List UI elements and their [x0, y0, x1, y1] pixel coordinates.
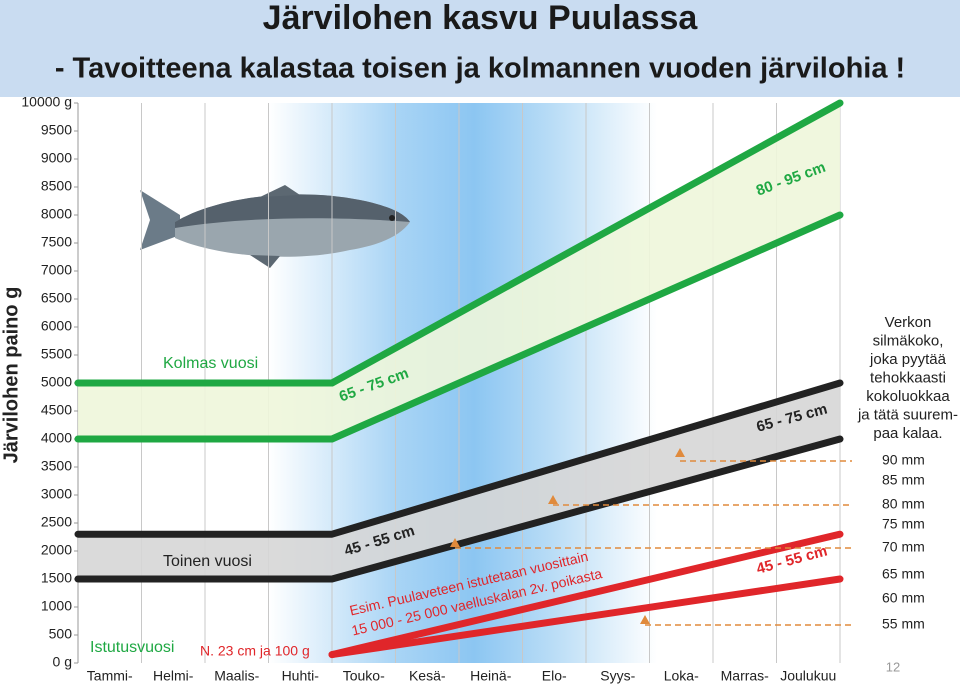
- y-tick-label: 3500: [41, 458, 72, 474]
- y-tick-label: 1000: [41, 598, 72, 614]
- page-number: 12: [886, 659, 900, 674]
- note-line: tehokkaasti: [870, 369, 946, 386]
- fish: [140, 185, 410, 268]
- annotation: N. 23 cm ja 100 g: [200, 643, 310, 659]
- mesh-size: 80 mm: [882, 496, 925, 512]
- x-tick-label: Kesä-: [409, 668, 446, 684]
- mesh-size: 65 mm: [882, 566, 925, 582]
- y-tick-label: 4500: [41, 402, 72, 418]
- mesh-size: 70 mm: [882, 539, 925, 555]
- x-tick-label: Heinä-: [470, 668, 512, 684]
- annotation: Kolmas vuosi: [163, 355, 258, 372]
- note-line: ja tätä suurem-: [857, 406, 958, 423]
- y-tick-label: 5000: [41, 374, 72, 390]
- note-line: kokoluokkaa: [866, 388, 950, 405]
- mesh-size: 60 mm: [882, 590, 925, 606]
- mesh-size: 90 mm: [882, 452, 925, 468]
- mesh-arrow: [675, 448, 685, 457]
- annotation: Toinen vuosi: [163, 553, 252, 570]
- note-line: joka pyytää: [869, 351, 947, 368]
- chart-subtitle: - Tavoitteena kalastaa toisen ja kolmann…: [55, 53, 905, 85]
- x-tick-label: Elo-: [542, 668, 567, 684]
- y-tick-label: 7000: [41, 262, 72, 278]
- band-edge: [328, 575, 844, 659]
- mesh-size: 55 mm: [882, 616, 925, 632]
- y-tick-label: 8500: [41, 178, 72, 194]
- x-tick-label: Helmi-: [153, 668, 194, 684]
- note-line: silmäkoko,: [873, 332, 944, 349]
- y-tick-label: 2500: [41, 514, 72, 530]
- band-edge: [328, 530, 844, 659]
- annotation: Istutusvuosi: [90, 639, 174, 656]
- y-tick-label: 0 g: [53, 654, 72, 670]
- x-tick-label: Loka-: [664, 668, 699, 684]
- y-axis-label: Järvilohen paino g: [0, 287, 22, 464]
- x-tick-label: Syys-: [600, 668, 635, 684]
- mesh-size: 85 mm: [882, 472, 925, 488]
- y-tick-label: 1500: [41, 570, 72, 586]
- y-tick-label: 4000: [41, 430, 72, 446]
- y-tick-label: 7500: [41, 234, 72, 250]
- mesh-arrow: [548, 495, 558, 504]
- x-tick-label: Joulukuu: [780, 668, 836, 684]
- y-tick-label: 6500: [41, 290, 72, 306]
- y-tick-label: 9500: [41, 122, 72, 138]
- y-tick-label: 10000 g: [21, 94, 72, 110]
- y-tick-label: 8000: [41, 206, 72, 222]
- y-tick-label: 3000: [41, 486, 72, 502]
- x-tick-label: Touko-: [343, 668, 385, 684]
- note-line: Verkon: [885, 314, 932, 331]
- band-edge: [74, 211, 844, 443]
- band-edge: [74, 435, 844, 583]
- x-tick-label: Tammi-: [87, 668, 133, 684]
- mesh-size: 75 mm: [882, 516, 925, 532]
- band-edge: [74, 99, 844, 387]
- x-tick-label: Huhti-: [282, 668, 320, 684]
- title-bar: [0, 0, 960, 97]
- chart-title: Järvilohen kasvu Puulassa: [263, 0, 699, 37]
- mesh-arrow: [640, 615, 650, 624]
- mesh-arrow: [450, 538, 460, 547]
- y-tick-label: 9000: [41, 150, 72, 166]
- x-tick-label: Marras-: [721, 668, 770, 684]
- band-fill: [78, 103, 840, 439]
- y-tick-label: 5500: [41, 346, 72, 362]
- x-tick-label: Maalis-: [214, 668, 259, 684]
- y-tick-label: 500: [49, 626, 73, 642]
- y-tick-label: 6000: [41, 318, 72, 334]
- note-line: paa kalaa.: [873, 425, 942, 442]
- y-tick-label: 2000: [41, 542, 72, 558]
- band-edge: [74, 379, 844, 538]
